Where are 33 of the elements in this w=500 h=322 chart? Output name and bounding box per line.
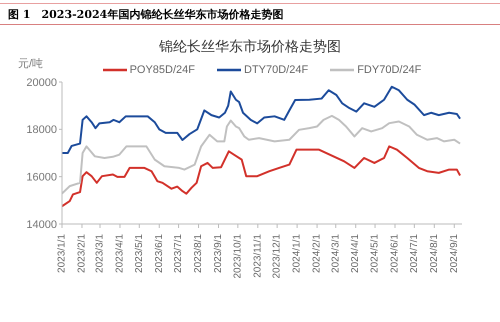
x-tick-label: 2023/4/1 (114, 234, 126, 273)
x-tick-label: 2023/12/1 (272, 234, 283, 278)
x-tick-label: 2023/6/1 (154, 234, 165, 273)
x-tick-label: 2023/11/1 (252, 234, 264, 278)
x-tick-label: 2023/10/1 (232, 234, 244, 278)
line-series (62, 86, 462, 154)
x-tick-label: 2024/6/1 (390, 234, 401, 273)
x-tick-label: 2024/3/1 (330, 234, 342, 273)
y-axis-title: 元/吨 (18, 57, 44, 71)
y-tick-label: 20000 (26, 76, 57, 89)
x-tick-label: 2024/2/1 (312, 234, 323, 273)
x-tick-label: 2023/2/1 (76, 234, 88, 273)
x-tick-label: 2023/9/1 (213, 234, 224, 273)
chart-title: 图 1 2023-2024年国内锦纶长丝华东市场价格走势图 (0, 3, 500, 25)
y-tick-label: 14000 (26, 218, 57, 231)
y-tick-label: 16000 (26, 172, 57, 184)
chart-subtitle: 锦纶长丝华东市场价格走势图 (158, 38, 342, 56)
x-tick-label: 2023/1/1 (56, 234, 68, 273)
x-tick-label: 2023/5/1 (134, 234, 145, 273)
x-tick-label: 2024/5/1 (370, 234, 381, 273)
x-tick-label: 2024/8/1 (428, 234, 440, 273)
x-tick-label: 2023/8/1 (193, 234, 204, 273)
x-tick-label: 2023/3/1 (94, 234, 106, 273)
x-tick-label: 2024/9/1 (448, 234, 460, 273)
y-tick-label: 18000 (26, 124, 57, 136)
x-tick-label: 2023/7/1 (173, 234, 184, 273)
x-tick-label: 2024/7/1 (408, 234, 420, 273)
legend-label: FDY70D/24F (357, 64, 422, 76)
line-series (62, 145, 462, 208)
x-tick-label: 2024/1/1 (292, 234, 303, 273)
legend-label: DTY70D/24F (244, 64, 308, 76)
legend-label: POY85D/24F (130, 64, 195, 76)
x-tick-label: 2024/4/1 (350, 234, 362, 273)
